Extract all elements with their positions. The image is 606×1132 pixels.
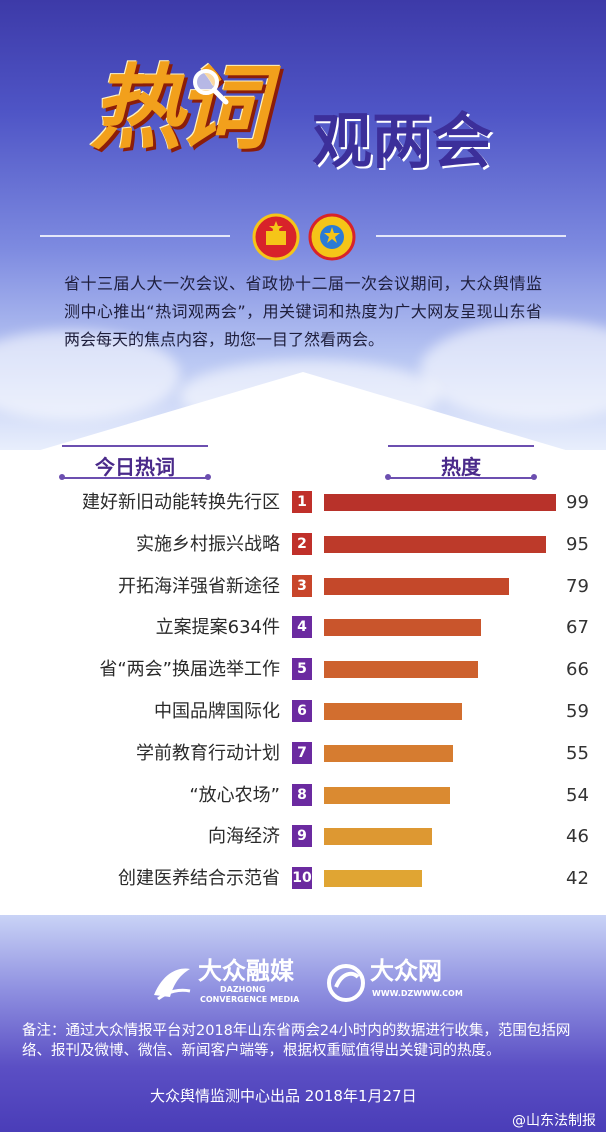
heat-bar	[324, 870, 423, 888]
divider	[40, 235, 230, 237]
heat-bar	[324, 577, 509, 595]
chart-column-headers: 今日热词 热度	[0, 445, 606, 483]
title-hot-word: 热词	[90, 54, 268, 162]
rank-badge: 6	[292, 700, 312, 722]
rank-badge: 9	[292, 825, 312, 848]
heat-bar	[324, 619, 481, 637]
keyword-label: “放心农场”	[189, 784, 280, 806]
keyword-label: 省“两会”换届选举工作	[99, 659, 280, 681]
keyword-label: 开拓海洋强省新途径	[118, 575, 280, 597]
keyword-label: 创建医养结合示范省	[118, 868, 280, 890]
heat-value: 42	[566, 868, 589, 890]
divider	[376, 235, 566, 237]
heat-value: 59	[566, 701, 589, 722]
heat-bar	[324, 703, 463, 720]
chart-row: 向海经济 9 46	[0, 822, 606, 852]
logo2-sub: WWW.DZWWW.COM	[372, 989, 463, 998]
cloud-decoration	[420, 320, 606, 420]
emblem-row	[40, 205, 566, 265]
chart-row: 开拓海洋强省新途径 3 79	[0, 572, 606, 602]
header-wedge	[0, 372, 606, 462]
chart-row: 建好新旧动能转换先行区 1 99	[0, 488, 606, 518]
heat-value: 79	[566, 575, 589, 597]
cloud-decoration	[0, 330, 180, 420]
heat-value: 66	[566, 659, 589, 681]
rank-badge: 8	[292, 783, 312, 806]
chart-row: 学前教育行动计划 7 55	[0, 739, 606, 769]
divider	[388, 445, 534, 447]
chart-row: 实施乡村振兴战略 2 95	[0, 530, 606, 560]
weibo-watermark: @山东法制报	[512, 1113, 596, 1129]
rank-badge: 10	[292, 867, 312, 890]
heat-bar	[324, 828, 432, 846]
header-banner: 热词 观两会 省十三届人大一次会议、省政协十二届一次会议期间，大众舆情监测中心推…	[0, 0, 606, 450]
heat-bar	[324, 744, 453, 762]
title-subtitle: 观两会	[312, 107, 492, 177]
heat-value: 67	[566, 617, 589, 639]
media-logos: 大众融媒 DAZHONG CONVERGENCE MEDIA 大众网 WWW.D…	[150, 957, 470, 1013]
logo1-sub1: DAZHONG	[220, 985, 266, 994]
heat-value: 55	[566, 742, 589, 764]
chart-row: 中国品牌国际化 6 59	[0, 697, 606, 727]
divider-dot	[531, 474, 537, 480]
divider-dot	[385, 474, 391, 480]
heat-value: 95	[566, 533, 589, 555]
source-credit: 大众舆情监测中心出品 2018年1月27日	[150, 1087, 417, 1105]
page-title: 热词 观两会	[90, 48, 550, 198]
divider-dot	[59, 474, 65, 480]
heat-bar	[324, 494, 556, 511]
footnote: 备注：通过大众情报平台对2018年山东省两会24小时内的数据进行收集，范围包括网…	[22, 1023, 571, 1059]
national-emblem-icon	[252, 213, 300, 261]
dazhong-media-logo-icon	[154, 968, 191, 1001]
keyword-label: 立案提案634件	[155, 617, 280, 639]
chart-row: 创建医养结合示范省 10 42	[0, 864, 606, 894]
rank-badge: 3	[292, 574, 312, 597]
intro-paragraph: 省十三届人大一次会议、省政协十二届一次会议期间，大众舆情监测中心推出“热词观两会…	[64, 274, 542, 349]
dazhong-net-logo-icon	[327, 964, 365, 1002]
divider	[62, 445, 208, 447]
heat-bar	[324, 786, 451, 804]
chart-row: 立案提案634件 4 67	[0, 613, 606, 643]
rank-badge: 2	[292, 532, 312, 555]
heat-value: 54	[566, 784, 589, 806]
rank-badge: 1	[292, 491, 312, 513]
keyword-label: 学前教育行动计划	[136, 742, 280, 764]
keyword-label: 中国品牌国际化	[154, 701, 280, 722]
heat-column-header: 热度	[441, 455, 481, 479]
logo2-main: 大众网	[370, 957, 442, 985]
chart-row: “放心农场” 8 54	[0, 781, 606, 811]
logo1-sub2: CONVERGENCE MEDIA	[200, 995, 300, 1004]
magnifier-icon	[193, 69, 229, 105]
keyword-column-header: 今日热词	[95, 455, 175, 479]
divider	[62, 477, 208, 479]
rank-badge: 7	[292, 741, 312, 764]
keyword-label: 向海经济	[208, 826, 280, 848]
heat-bar	[324, 661, 479, 679]
rank-badge: 5	[292, 658, 312, 681]
footer: 大众融媒 DAZHONG CONVERGENCE MEDIA 大众网 WWW.D…	[0, 915, 606, 1132]
divider-dot	[205, 474, 211, 480]
keyword-label: 实施乡村振兴战略	[136, 533, 280, 555]
heat-value: 46	[566, 826, 589, 848]
cppcc-emblem-icon	[308, 213, 356, 261]
rank-badge: 4	[292, 616, 312, 639]
heat-bar	[324, 535, 547, 553]
keyword-label: 建好新旧动能转换先行区	[82, 492, 280, 513]
divider	[388, 477, 534, 479]
heat-value: 99	[566, 492, 589, 513]
logo1-main: 大众融媒	[198, 957, 294, 985]
chart-row: 省“两会”换届选举工作 5 66	[0, 655, 606, 685]
